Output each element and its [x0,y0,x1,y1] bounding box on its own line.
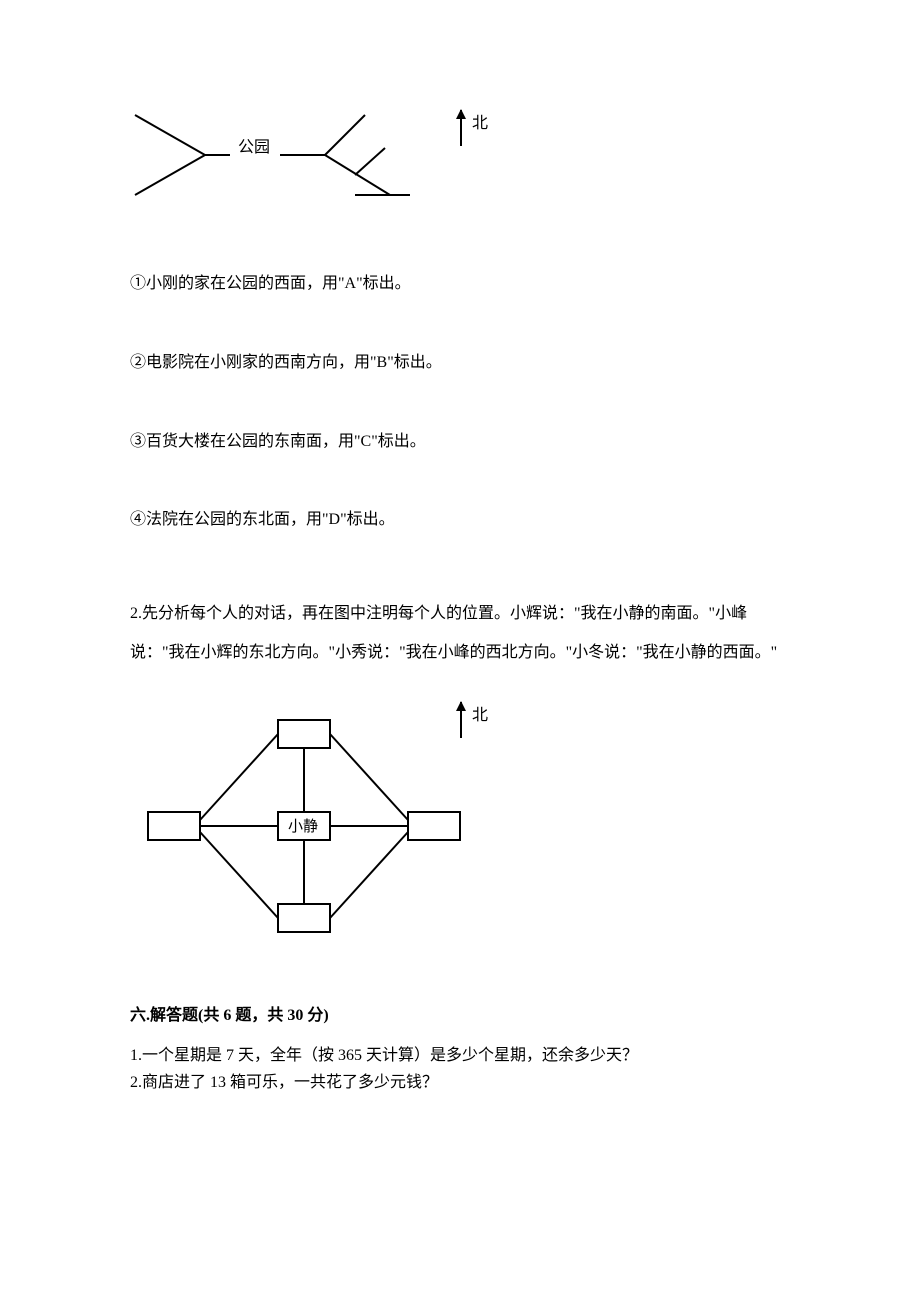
park-svg: 公园 [130,100,420,210]
question-2-text: 2.先分析每个人的对话，再在图中注明每个人的位置。小辉说："我在小静的南面。"小… [130,595,790,672]
position-diagram-container: 小静 北 [130,702,790,952]
problem-2: 2.商店进了 13 箱可乐，一共花了多少元钱？ [130,1070,790,1096]
north-arrow-icon [460,702,462,738]
q1-item-1: ①小刚的家在公园的西面，用"A"标出。 [130,270,790,299]
park-diagram-container: 公园 北 [130,100,790,220]
box-bottom [278,904,330,932]
question-1-items: ①小刚的家在公园的西面，用"A"标出。 ②电影院在小刚家的西南方向，用"B"标出… [130,270,790,535]
north-arrow-icon [460,110,462,146]
north-indicator-2: 北 [460,702,488,738]
north-label: 北 [472,110,488,139]
park-diagram: 公园 北 [130,100,490,220]
center-label: 小静 [288,818,318,835]
problem-1: 1.一个星期是 7 天，全年（按 365 天计算）是多少个星期，还余多少天？ [130,1043,790,1069]
box-right [408,812,460,840]
box-left [148,812,200,840]
q1-item-3: ③百货大楼在公园的东南面，用"C"标出。 [130,428,790,457]
north-label-2: 北 [472,702,488,731]
park-label: 公园 [238,139,270,156]
section-6-header: 六.解答题(共 6 题，共 30 分) [130,1002,790,1031]
q1-item-2: ②电影院在小刚家的西南方向，用"B"标出。 [130,349,790,378]
q1-item-4: ④法院在公园的东北面，用"D"标出。 [130,506,790,535]
position-svg: 小静 [130,702,470,947]
position-diagram: 小静 北 [130,702,510,952]
box-top [278,720,330,748]
north-indicator-1: 北 [460,110,488,146]
